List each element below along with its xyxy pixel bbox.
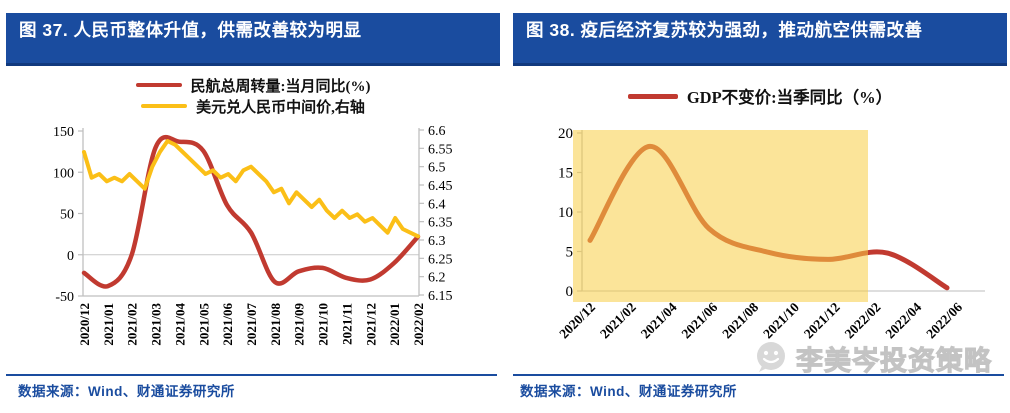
yellow-line-swatch xyxy=(141,103,188,109)
left-axis-tick-label: 20 xyxy=(558,126,573,142)
left-axis-tick-label: -50 xyxy=(55,290,74,305)
x-axis-tick-label: 2021/12 xyxy=(363,303,378,346)
wechat-icon xyxy=(757,342,785,372)
usdcny-line xyxy=(82,139,420,239)
right-axis-tick-label: 6.25 xyxy=(428,252,453,267)
figure-37-footer-rule xyxy=(6,374,497,376)
x-axis-tick-label: 2020/12 xyxy=(556,299,598,341)
figure-38-legend: GDP不变价:当季同比（%） xyxy=(513,86,1007,107)
x-axis-tick-label: 2021/10 xyxy=(316,303,331,346)
civil-aviation-line xyxy=(81,135,421,289)
x-axis-tick-label: 2022/02 xyxy=(411,303,426,346)
x-axis-tick-label: 2021/11 xyxy=(339,303,354,345)
x-axis-tick-label: 2021/04 xyxy=(172,303,187,346)
x-axis-tick-label: 2021/03 xyxy=(149,303,164,346)
gdp-line-swatch xyxy=(627,93,678,99)
right-axis-tick-label: 6.6 xyxy=(428,124,446,139)
legend-item-gdp: GDP不变价:当季同比（%） xyxy=(627,86,893,107)
x-axis-tick-label: 2021/02 xyxy=(125,303,140,346)
figure-37-legend: 民航总周转量:当月同比(%) 美元兑人民币中间价,右轴 xyxy=(6,75,500,116)
right-axis-tick-label: 6.4 xyxy=(428,197,446,212)
x-axis-tick-label: 2021/07 xyxy=(244,303,259,346)
watermark: 李美岑投资策略 xyxy=(752,336,1008,380)
left-axis-tick-label: 15 xyxy=(558,166,573,182)
watermark-label: 李美岑投资策略 xyxy=(796,345,992,376)
figure-38-source: 数据来源：Wind、财通证券研究所 xyxy=(520,384,737,399)
figure-38-title: 图 38. 疫后经济复苏较为强劲，推动航空供需改善 xyxy=(513,13,1007,66)
x-axis-tick-label: 2020/12 xyxy=(77,303,92,346)
x-axis-tick-label: 2021/02 xyxy=(597,299,639,341)
right-axis-tick-label: 6.2 xyxy=(428,271,446,286)
legend-item-civil-aviation: 民航总周转量:当月同比(%) xyxy=(135,75,371,95)
red-line-swatch xyxy=(135,82,182,88)
legend-label-gdp: GDP不变价:当季同比（%） xyxy=(686,88,893,107)
x-axis-tick-label: 2022/01 xyxy=(387,303,402,346)
x-axis-tick-label: 2021/09 xyxy=(292,303,307,346)
figure-37-title: 图 37. 人民币整体升值，供需改善较为明显 xyxy=(6,13,500,66)
left-axis-tick-label: 0 xyxy=(67,249,74,264)
right-axis-tick-label: 6.15 xyxy=(428,289,453,304)
x-axis-tick-label: 2021/05 xyxy=(196,303,211,346)
left-axis-tick-label: 100 xyxy=(53,166,74,181)
legend-label-civil-aviation: 民航总周转量:当月同比(%) xyxy=(190,78,371,95)
right-axis-tick-label: 6.5 xyxy=(428,161,446,176)
x-axis-tick-label: 2021/06 xyxy=(220,303,235,346)
left-axis-tick-label: 150 xyxy=(53,125,74,140)
figure-37-source: 数据来源：Wind、财通证券研究所 xyxy=(18,384,235,399)
right-axis-tick-label: 6.55 xyxy=(428,142,453,157)
x-axis-tick-label: 2021/04 xyxy=(638,299,680,341)
legend-label-usdcny: 美元兑人民币中间价,右轴 xyxy=(196,99,365,116)
highlight-band xyxy=(573,130,868,302)
left-axis-tick-label: 5 xyxy=(566,245,574,261)
figure-38-footer-rule xyxy=(513,374,1004,376)
x-axis-tick-label: 2021/01 xyxy=(101,303,116,346)
left-axis-tick-label: 0 xyxy=(566,284,574,300)
left-axis-tick-label: 50 xyxy=(60,208,74,223)
right-axis-tick-label: 6.3 xyxy=(428,234,446,249)
x-axis-tick-label: 2021/06 xyxy=(679,299,721,341)
x-axis-tick-label: 2021/08 xyxy=(268,303,283,346)
right-axis-tick-label: 6.45 xyxy=(428,179,453,194)
legend-item-usdcny: 美元兑人民币中间价,右轴 xyxy=(141,96,365,116)
right-axis-tick-label: 6.35 xyxy=(428,216,453,231)
left-axis-tick-label: 10 xyxy=(558,205,573,221)
